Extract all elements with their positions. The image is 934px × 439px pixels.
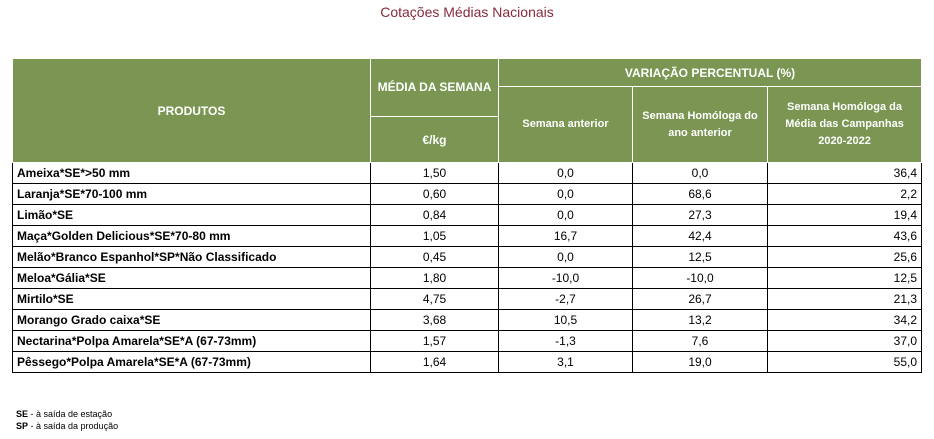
cell-semana-homologa: 7,6 xyxy=(632,330,768,352)
header-semana-homologa: Semana Homóloga do ano anterior xyxy=(632,86,768,163)
cell-semana-campanhas: 37,0 xyxy=(766,330,923,352)
cell-produto: Mirtilo*SE xyxy=(12,288,371,310)
header-semana-anterior: Semana anterior xyxy=(498,86,633,163)
cell-produto: Meloa*Gália*SE xyxy=(12,267,371,289)
cell-semana-anterior: -2,7 xyxy=(498,288,633,310)
cell-media: 0,45 xyxy=(370,246,499,268)
cell-produto: Limão*SE xyxy=(12,204,371,226)
table-row: Laranja*SE*70-100 mm 0,60 0,0 68,6 2,2 xyxy=(12,183,923,205)
cell-semana-anterior: 0,0 xyxy=(498,246,633,268)
table-row: Ameixa*SE*>50 mm 1,50 0,0 0,0 36,4 xyxy=(12,162,923,184)
cell-semana-homologa: 27,3 xyxy=(632,204,768,226)
cell-produto: Morango Grado caixa*SE xyxy=(12,309,371,331)
cell-produto: Maça*Golden Delicious*SE*70-80 mm xyxy=(12,225,371,247)
cell-semana-homologa: -10,0 xyxy=(632,267,768,289)
cell-semana-anterior: -1,3 xyxy=(498,330,633,352)
cell-semana-campanhas: 55,0 xyxy=(766,351,923,373)
cell-media: 1,50 xyxy=(370,162,499,184)
cell-media: 1,64 xyxy=(370,351,499,373)
header-semana-campanhas: Semana Homóloga da Média das Campanhas 2… xyxy=(766,86,923,163)
cell-semana-homologa: 26,7 xyxy=(632,288,768,310)
cell-semana-homologa: 68,6 xyxy=(632,183,768,205)
cell-semana-homologa: 0,0 xyxy=(632,162,768,184)
cell-produto: Ameixa*SE*>50 mm xyxy=(12,162,371,184)
cell-produto: Nectarina*Polpa Amarela*SE*A (67-73mm) xyxy=(12,330,371,352)
cell-media: 3,68 xyxy=(370,309,499,331)
cell-semana-campanhas: 12,5 xyxy=(766,267,923,289)
cell-semana-anterior: 0,0 xyxy=(498,162,633,184)
cell-semana-anterior: 0,0 xyxy=(498,183,633,205)
cell-semana-homologa: 13,2 xyxy=(632,309,768,331)
table-row: Nectarina*Polpa Amarela*SE*A (67-73mm) 1,… xyxy=(12,330,923,352)
table-row: Maça*Golden Delicious*SE*70-80 mm 1,05 16,… xyxy=(12,225,923,247)
cell-semana-anterior: 16,7 xyxy=(498,225,633,247)
cell-semana-campanhas: 36,4 xyxy=(766,162,923,184)
quotes-table: PRODUTOS MÉDIA DA SEMANA VARIAÇÃO PERCEN… xyxy=(12,58,923,373)
header-media: MÉDIA DA SEMANA xyxy=(370,58,499,117)
cell-semana-anterior: -10,0 xyxy=(498,267,633,289)
table-row: Pêssego*Polpa Amarela*SE*A (67-73mm) 1,64… xyxy=(12,351,923,373)
cell-produto: Laranja*SE*70-100 mm xyxy=(12,183,371,205)
cell-media: 0,60 xyxy=(370,183,499,205)
header-unit: €/kg xyxy=(370,116,499,163)
table-row: Morango Grado caixa*SE 3,68 10,5 13,2 34,2 xyxy=(12,309,923,331)
header-variacao: VARIAÇÃO PERCENTUAL (%) xyxy=(497,58,923,87)
table-row: Mirtilo*SE 4,75 -2,7 26,7 21,3 xyxy=(12,288,923,310)
footnote-se: SE - à saída de estação xyxy=(16,409,113,419)
cell-semana-anterior: 0,0 xyxy=(498,204,633,226)
footnote-sp: SP - à saída da produção xyxy=(16,421,119,431)
cell-semana-campanhas: 43,6 xyxy=(766,225,923,247)
cell-produto: Pêssego*Polpa Amarela*SE*A (67-73mm) xyxy=(12,351,371,373)
cell-media: 1,05 xyxy=(370,225,499,247)
cell-media: 4,75 xyxy=(370,288,499,310)
cell-semana-anterior: 3,1 xyxy=(498,351,633,373)
cell-semana-campanhas: 21,3 xyxy=(766,288,923,310)
cell-media: 1,57 xyxy=(370,330,499,352)
cell-semana-campanhas: 25,6 xyxy=(766,246,923,268)
cell-semana-anterior: 10,5 xyxy=(498,309,633,331)
footnotes: SE - à saída de estação SP - à saída da … xyxy=(16,408,118,432)
cell-semana-campanhas: 2,2 xyxy=(766,183,923,205)
page-title: Cotações Médias Nacionais xyxy=(380,4,554,20)
cell-semana-campanhas: 34,2 xyxy=(766,309,923,331)
table-row: Limão*SE 0,84 0,0 27,3 19,4 xyxy=(12,204,923,226)
cell-semana-homologa: 19,0 xyxy=(632,351,768,373)
table-row: Melão*Branco Espanhol*SP*Não Classificad… xyxy=(12,246,923,268)
cell-semana-campanhas: 19,4 xyxy=(766,204,923,226)
cell-media: 1,80 xyxy=(370,267,499,289)
cell-media: 0,84 xyxy=(370,204,499,226)
table-row: Meloa*Gália*SE 1,80 -10,0 -10,0 12,5 xyxy=(12,267,923,289)
cell-semana-homologa: 42,4 xyxy=(632,225,768,247)
header-produtos: PRODUTOS xyxy=(12,58,371,163)
cell-semana-homologa: 12,5 xyxy=(632,246,768,268)
cell-produto: Melão*Branco Espanhol*SP*Não Classificad… xyxy=(12,246,371,268)
